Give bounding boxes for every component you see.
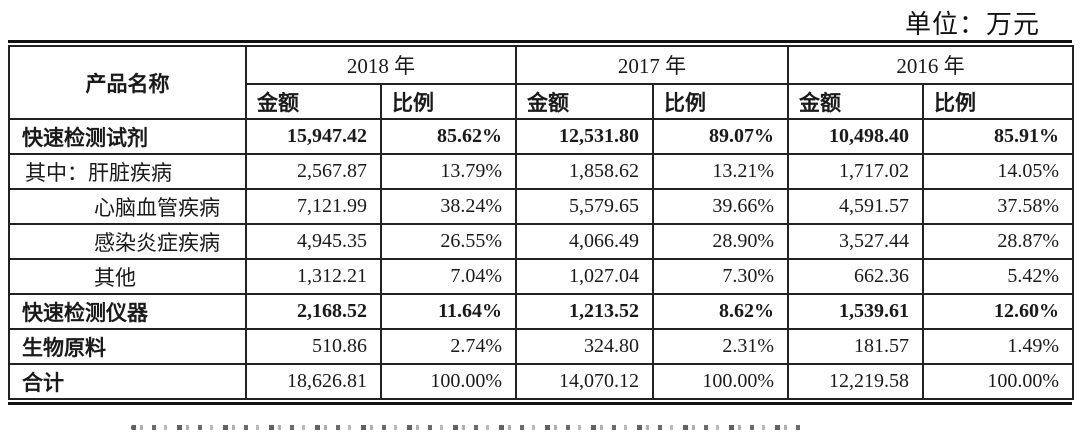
amount-cell: 1,027.04 — [515, 258, 654, 295]
amount-cell: 4,591.57 — [787, 188, 924, 225]
year-2016-header: 2016 年 — [787, 45, 1074, 85]
ratio-cell: 8.62% — [652, 293, 789, 330]
revenue-table-wrap: 产品名称 2018 年 2017 年 2016 年 金额 比例 金额 比例 金额… — [8, 40, 1074, 405]
amount-cell: 1,717.02 — [787, 153, 924, 190]
ratio-cell: 7.04% — [380, 258, 517, 295]
amount-cell: 4,066.49 — [515, 223, 654, 260]
product-name-cell: 感染炎症疾病 — [8, 223, 247, 260]
ratio-cell: 26.55% — [380, 223, 517, 260]
ratio-cell: 85.62% — [380, 118, 517, 155]
amount-cell: 1,213.52 — [515, 293, 654, 330]
ratio-cell: 28.90% — [652, 223, 789, 260]
clipped-text-line — [131, 425, 807, 430]
ratio-cell: 2.31% — [652, 328, 789, 365]
table-row: 快速检测试剂 15,947.42 85.62% 12,531.80 89.07%… — [8, 118, 1074, 155]
amount-cell: 324.80 — [515, 328, 654, 365]
ratio-cell: 2.74% — [380, 328, 517, 365]
amount-cell: 12,531.80 — [515, 118, 654, 155]
ratio-cell: 28.87% — [922, 223, 1074, 260]
product-name-cell: 其他 — [8, 258, 247, 295]
amount-cell: 1,858.62 — [515, 153, 654, 190]
amount-cell: 1,312.21 — [245, 258, 382, 295]
amount-cell: 18,626.81 — [245, 363, 382, 400]
amount-cell: 662.36 — [787, 258, 924, 295]
table-row: 其中：肝脏疾病 2,567.87 13.79% 1,858.62 13.21% … — [8, 153, 1074, 190]
table-row: 其他 1,312.21 7.04% 1,027.04 7.30% 662.36 … — [8, 258, 1074, 295]
amount-cell: 2,168.52 — [245, 293, 382, 330]
ratio-cell: 85.91% — [922, 118, 1074, 155]
product-name-cell: 快速检测仪器 — [8, 293, 247, 330]
ratio-cell: 13.21% — [652, 153, 789, 190]
amount-cell: 15,947.42 — [245, 118, 382, 155]
product-name-cell: 快速检测试剂 — [8, 118, 247, 155]
amount-cell: 5,579.65 — [515, 188, 654, 225]
amount-header-2016: 金额 — [787, 83, 924, 120]
header-row-years: 产品名称 2018 年 2017 年 2016 年 — [8, 45, 1074, 120]
ratio-cell: 13.79% — [380, 153, 517, 190]
amount-cell: 510.86 — [245, 328, 382, 365]
ratio-cell: 100.00% — [652, 363, 789, 400]
ratio-cell: 38.24% — [380, 188, 517, 225]
amount-cell: 7,121.99 — [245, 188, 382, 225]
amount-cell: 10,498.40 — [787, 118, 924, 155]
product-name-cell: 其中：肝脏疾病 — [8, 153, 247, 190]
table-row: 感染炎症疾病 4,945.35 26.55% 4,066.49 28.90% 3… — [8, 223, 1074, 260]
amount-cell: 12,219.58 — [787, 363, 924, 400]
ratio-cell: 1.49% — [922, 328, 1074, 365]
product-revenue-table: 产品名称 2018 年 2017 年 2016 年 金额 比例 金额 比例 金额… — [8, 45, 1074, 400]
ratio-cell: 100.00% — [922, 363, 1074, 400]
ratio-cell: 100.00% — [380, 363, 517, 400]
amount-cell: 1,539.61 — [787, 293, 924, 330]
ratio-header-2016: 比例 — [922, 83, 1074, 120]
ratio-cell: 37.58% — [922, 188, 1074, 225]
ratio-cell: 39.66% — [652, 188, 789, 225]
ratio-header-2017: 比例 — [652, 83, 789, 120]
ratio-header-2018: 比例 — [380, 83, 517, 120]
product-name-cell: 合计 — [8, 363, 247, 400]
ratio-cell: 7.30% — [652, 258, 789, 295]
ratio-cell: 12.60% — [922, 293, 1074, 330]
amount-cell: 14,070.12 — [515, 363, 654, 400]
amount-cell: 2,567.87 — [245, 153, 382, 190]
table-row-total: 合计 18,626.81 100.00% 14,070.12 100.00% 1… — [8, 363, 1074, 400]
year-2017-header: 2017 年 — [515, 45, 789, 85]
unit-label: 单位：万元 — [904, 10, 1040, 39]
ratio-cell: 11.64% — [380, 293, 517, 330]
ratio-cell: 14.05% — [922, 153, 1074, 190]
amount-cell: 181.57 — [787, 328, 924, 365]
product-name-header: 产品名称 — [8, 45, 247, 120]
amount-header-2017: 金额 — [515, 83, 654, 120]
product-name-cell: 心脑血管疾病 — [8, 188, 247, 225]
header-row-measures: 金额 比例 金额 比例 金额 比例 — [9, 83, 1074, 120]
ratio-cell: 5.42% — [922, 258, 1074, 295]
ratio-cell: 89.07% — [652, 118, 789, 155]
amount-header-2018: 金额 — [245, 83, 382, 120]
product-name-cell: 生物原料 — [8, 328, 247, 365]
table-row: 快速检测仪器 2,168.52 11.64% 1,213.52 8.62% 1,… — [8, 293, 1074, 330]
year-2018-header: 2018 年 — [245, 45, 517, 85]
table-row: 生物原料 510.86 2.74% 324.80 2.31% 181.57 1.… — [8, 328, 1074, 365]
table-row: 心脑血管疾病 7,121.99 38.24% 5,579.65 39.66% 4… — [8, 188, 1074, 225]
amount-cell: 3,527.44 — [787, 223, 924, 260]
amount-cell: 4,945.35 — [245, 223, 382, 260]
